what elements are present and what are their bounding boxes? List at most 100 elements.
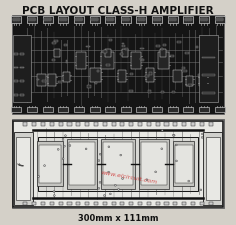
Bar xyxy=(188,84,192,86)
Bar xyxy=(41,122,45,126)
Bar xyxy=(52,59,55,61)
Bar xyxy=(112,202,116,205)
Bar xyxy=(32,202,36,205)
Bar xyxy=(39,145,61,182)
Bar xyxy=(129,122,133,126)
Circle shape xyxy=(154,18,156,21)
Circle shape xyxy=(203,18,205,21)
Bar xyxy=(94,202,98,205)
Bar xyxy=(14,53,18,54)
Bar xyxy=(202,57,215,59)
Bar xyxy=(198,74,201,76)
Bar xyxy=(199,16,209,23)
Bar xyxy=(182,122,186,126)
Bar xyxy=(149,72,152,75)
Text: www.elcircuit.com: www.elcircuit.com xyxy=(100,170,157,185)
Bar xyxy=(138,122,142,126)
Bar xyxy=(41,202,45,205)
Bar xyxy=(118,70,126,82)
Bar xyxy=(90,16,100,23)
Bar xyxy=(74,16,84,23)
Bar xyxy=(11,108,21,112)
Bar xyxy=(215,16,225,23)
Bar xyxy=(209,122,213,126)
Text: PCB LAYOUT CLASS-H AMPLIFIER: PCB LAYOUT CLASS-H AMPLIFIER xyxy=(22,6,214,16)
Bar xyxy=(199,74,207,86)
Circle shape xyxy=(93,18,96,21)
Circle shape xyxy=(46,18,49,21)
Bar xyxy=(145,75,149,77)
Bar xyxy=(58,81,62,83)
Bar xyxy=(105,16,115,23)
Circle shape xyxy=(85,148,87,150)
Bar xyxy=(20,94,24,96)
Bar xyxy=(152,16,162,23)
Bar xyxy=(85,122,89,126)
Circle shape xyxy=(63,145,65,147)
Bar xyxy=(156,122,160,126)
Bar xyxy=(203,132,222,205)
Bar xyxy=(76,52,86,69)
Circle shape xyxy=(109,18,112,21)
Bar xyxy=(175,145,193,182)
Circle shape xyxy=(201,137,203,138)
Circle shape xyxy=(146,179,148,181)
Bar xyxy=(37,142,63,186)
Circle shape xyxy=(138,18,141,21)
Bar xyxy=(199,35,218,102)
Bar xyxy=(173,70,182,82)
Circle shape xyxy=(142,18,145,21)
Bar xyxy=(199,108,209,112)
Bar xyxy=(11,16,21,23)
Bar xyxy=(66,60,67,63)
Circle shape xyxy=(127,18,129,21)
Bar xyxy=(103,122,107,126)
Circle shape xyxy=(169,18,172,21)
Bar xyxy=(37,74,46,86)
Bar xyxy=(13,35,31,102)
Circle shape xyxy=(98,160,100,162)
Bar xyxy=(125,48,128,50)
Bar xyxy=(42,80,46,82)
Bar xyxy=(109,39,112,41)
Bar xyxy=(139,139,169,189)
Circle shape xyxy=(17,18,20,21)
Bar xyxy=(14,94,18,96)
Bar xyxy=(101,52,114,69)
Bar xyxy=(12,119,224,209)
Bar xyxy=(152,108,162,112)
Circle shape xyxy=(62,138,64,140)
Circle shape xyxy=(161,148,163,150)
Bar xyxy=(141,142,167,185)
Bar xyxy=(196,46,198,48)
Bar xyxy=(67,122,72,126)
Bar xyxy=(183,16,193,23)
Bar xyxy=(76,202,80,205)
Circle shape xyxy=(48,18,51,21)
Circle shape xyxy=(64,135,66,137)
Bar xyxy=(54,49,60,56)
Bar xyxy=(140,47,144,49)
Bar xyxy=(12,15,224,114)
Bar xyxy=(67,202,72,205)
Circle shape xyxy=(173,18,176,21)
Circle shape xyxy=(62,158,64,160)
Bar xyxy=(69,142,95,185)
Circle shape xyxy=(99,153,101,155)
Circle shape xyxy=(99,181,101,183)
Bar xyxy=(94,122,98,126)
Circle shape xyxy=(98,187,100,189)
Bar xyxy=(161,48,163,50)
Circle shape xyxy=(53,191,55,192)
Circle shape xyxy=(75,18,78,21)
Bar xyxy=(206,137,220,200)
Circle shape xyxy=(53,195,55,196)
Bar xyxy=(121,108,131,112)
Bar xyxy=(158,52,169,69)
Bar xyxy=(202,92,215,94)
Circle shape xyxy=(202,133,203,135)
Circle shape xyxy=(156,18,158,21)
Circle shape xyxy=(44,18,47,21)
Bar xyxy=(54,40,58,42)
Bar xyxy=(182,70,186,72)
